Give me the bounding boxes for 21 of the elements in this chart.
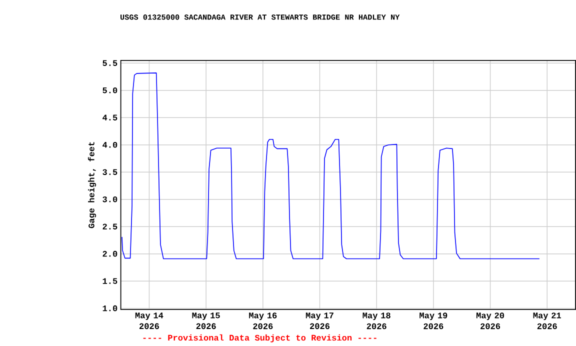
y-axis-title: Gage height, feet: [88, 142, 96, 228]
y-tick-label: 2.5: [102, 223, 118, 230]
y-tick-label: 4.5: [102, 114, 118, 120]
y-tick-label: 5.5: [102, 60, 118, 66]
x-tick-label: May 14 2026: [135, 312, 164, 329]
x-tick-label: May 21 2026: [533, 312, 561, 329]
y-tick-label: 3.0: [102, 196, 118, 202]
x-tick-label: May 16 2026: [249, 312, 277, 329]
x-tick-label: May 15 2026: [192, 312, 220, 329]
y-tick-label: 4.0: [102, 142, 118, 148]
y-tick-label: 5.0: [102, 87, 118, 94]
y-tick-label: 2.0: [102, 250, 118, 256]
x-tick-label: May 18 2026: [362, 312, 390, 329]
x-tick-label: May 19 2026: [420, 312, 448, 329]
y-tick-label: 3.5: [102, 168, 118, 175]
line-series: [122, 72, 540, 259]
text: ---- Provisional Data Subject to Revision ----: [143, 334, 376, 342]
x-tick-label: May 17 2026: [306, 312, 334, 329]
y-tick-label: 1.0: [102, 305, 118, 311]
x-tick-label: May 20 2026: [476, 312, 504, 329]
y-tick-label: 1.5: [102, 278, 118, 284]
